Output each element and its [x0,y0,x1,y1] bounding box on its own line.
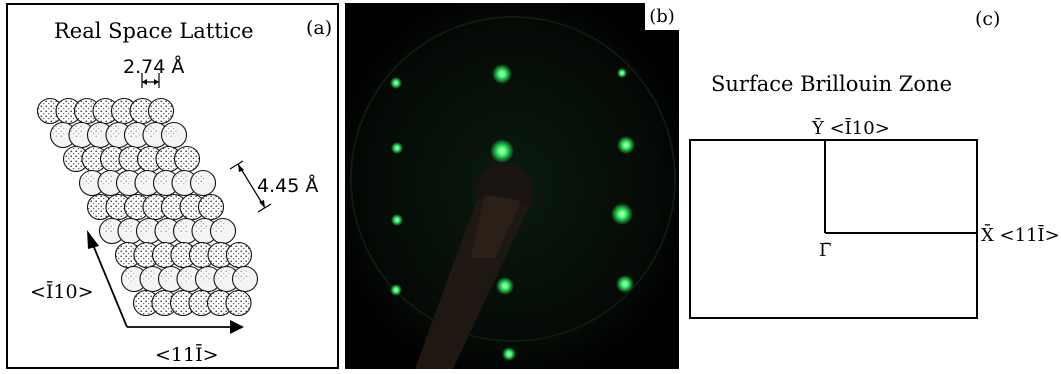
diffraction-spot [616,275,634,293]
point-y-label: Ȳ <Ī10> [811,116,890,139]
point-x-label: X̄ <11Ī> [981,223,1060,246]
diffraction-spot [391,142,403,154]
real-space-lattice-title: Real Space Lattice [54,19,254,43]
sample-holder-shadow [415,163,534,369]
leed-pattern-photo: (b) [345,3,679,369]
diffraction-spot [502,347,516,361]
real-space-lattice-panel: Real Space Lattice (a) [6,3,339,369]
panel-c-label: (c) [975,8,1001,30]
diffraction-spot [390,284,402,296]
diffraction-spot [611,203,633,225]
zone-outer-rectangle [689,139,978,319]
brillouin-zone-title: Surface Brillouin Zone [711,72,952,96]
diffraction-spot [391,214,403,226]
diffraction-spots [390,64,635,361]
panel-b-label: (b) [645,3,679,30]
diffraction-spot [390,77,402,89]
diffraction-spot [492,64,512,84]
diffraction-spot [496,277,514,295]
diffraction-spot [490,139,514,163]
diffraction-spot [617,68,627,78]
panel-a-label: (a) [306,17,333,39]
diffraction-spot [617,136,635,154]
leed-pattern-svg [345,3,679,369]
point-gamma-label: Γ̄ [819,240,832,261]
